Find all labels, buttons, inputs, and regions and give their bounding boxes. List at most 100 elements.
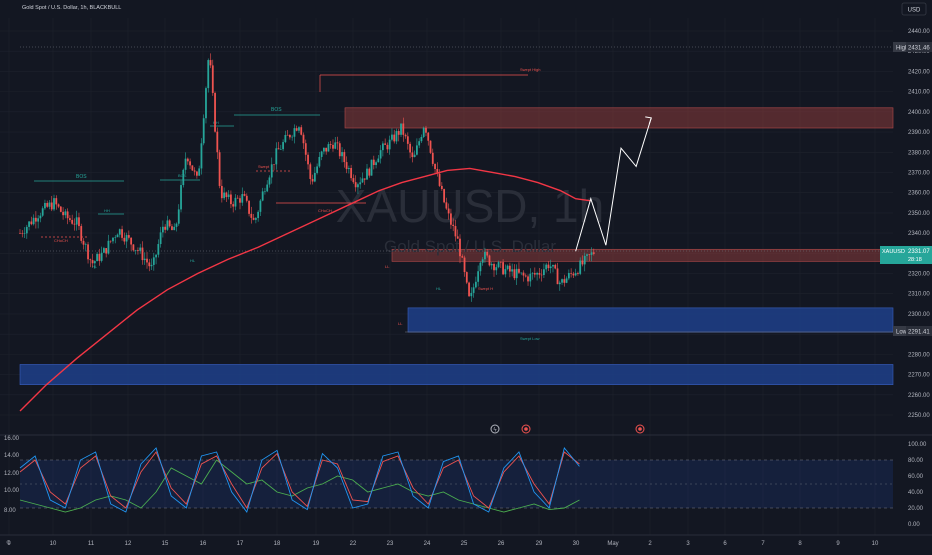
oscillator-pane — [19, 447, 893, 513]
candle-body — [311, 178, 314, 182]
candle-body — [438, 173, 441, 186]
candle-body — [304, 143, 307, 155]
candle-body — [581, 260, 584, 265]
candle-body — [25, 226, 28, 234]
price-tick-label: 2360.00 — [908, 191, 930, 197]
zones — [19, 107, 894, 385]
candle-body — [107, 240, 110, 254]
oscillator-green-line — [19, 459, 580, 513]
time-axis[interactable]: 9 10 11 12 15 16 17 18 19 22 23 24 25 26 29 30 May 2 3 6 7 8 9… — [7, 541, 879, 547]
timezone-icon[interactable]: ⊘ — [6, 540, 11, 546]
candle-body — [533, 273, 536, 275]
time-tick-label: 15 — [162, 541, 169, 547]
candle-body — [62, 211, 64, 216]
candle-body — [207, 60, 210, 89]
time-tick-label: 30 — [573, 541, 580, 547]
candle-body — [234, 197, 237, 207]
candle-body — [524, 275, 527, 277]
candle-body — [64, 211, 67, 216]
candle-body — [372, 159, 375, 166]
candle-body — [443, 189, 446, 203]
countdown-timer: 28:18 — [908, 257, 922, 263]
candle-body — [245, 195, 248, 201]
candle-body — [366, 168, 368, 180]
candle-body — [445, 202, 448, 209]
price-tick-label: 2250.00 — [908, 413, 930, 419]
candle-body — [518, 268, 520, 273]
candle-body — [572, 273, 575, 276]
oscillator-left-tick: 12.00 — [4, 471, 20, 477]
price-tick-label: 2300.00 — [908, 312, 930, 318]
candle-body — [529, 273, 532, 282]
projection-arrowhead — [645, 116, 652, 125]
candle-body — [586, 254, 588, 256]
candle-body — [44, 202, 46, 209]
time-tick-label: 16 — [200, 541, 207, 547]
candle-body — [55, 198, 58, 205]
candle-body — [227, 194, 230, 198]
oscillator-right-tick: 80.00 — [908, 458, 924, 464]
low-label-text: Low — [896, 330, 908, 336]
candle-body — [211, 65, 214, 93]
candle-body — [359, 182, 362, 185]
candle-body — [538, 272, 541, 275]
candle-body — [34, 217, 37, 222]
oscillator-right-tick: 20.00 — [908, 506, 924, 512]
candles — [19, 53, 595, 302]
candle-body — [209, 60, 212, 66]
price-tick-label: 2350.00 — [908, 211, 930, 217]
candle-body — [357, 184, 359, 188]
candle-body — [592, 252, 595, 254]
candle-body — [316, 166, 319, 173]
time-tick-label: 10 — [50, 541, 57, 547]
candle-body — [454, 226, 457, 237]
candle-body — [37, 218, 40, 222]
swept-low-label: Swept Low — [520, 336, 540, 341]
candle-body — [53, 198, 55, 210]
candle-body — [472, 287, 475, 293]
candle-body — [180, 185, 182, 210]
candle-body — [254, 218, 257, 220]
candle-body — [352, 178, 355, 183]
candle-body — [193, 170, 196, 172]
candle-body — [440, 185, 443, 190]
candle-body — [91, 260, 94, 264]
candle-body — [98, 253, 101, 261]
candle-body — [23, 233, 26, 234]
candle-body — [73, 223, 76, 225]
candle-body — [377, 158, 380, 163]
candle-body — [370, 159, 373, 176]
candle-body — [418, 141, 421, 146]
candle-body — [379, 150, 382, 159]
bos-label: BOS — [178, 173, 187, 178]
candle-body — [288, 134, 291, 138]
candle-body — [293, 128, 296, 137]
lightning-event-icon[interactable] — [490, 424, 500, 434]
candle-body — [588, 254, 591, 255]
svg-text:ϟ: ϟ — [493, 428, 497, 434]
candle-body — [463, 257, 466, 273]
oscillator-right-tick: 100.00 — [908, 442, 927, 448]
candle-body — [109, 240, 112, 242]
candle-body — [495, 267, 498, 271]
candle-body — [284, 134, 287, 143]
time-tick-label: 9 — [836, 541, 840, 547]
candle-body — [134, 250, 137, 251]
currency-button[interactable]: USD — [901, 2, 927, 16]
candle-body — [309, 164, 312, 179]
event-icons[interactable]: ϟ — [490, 424, 645, 434]
time-tick-label: 17 — [237, 541, 244, 547]
candle-body — [100, 252, 103, 261]
candle-body — [137, 250, 139, 251]
candle-body — [345, 162, 348, 170]
candle-body — [118, 229, 121, 235]
candle-body — [84, 244, 87, 245]
candle-body — [41, 208, 44, 216]
oscillator-left-tick: 16.00 — [4, 436, 20, 442]
candle-body — [114, 237, 117, 238]
candle-body — [436, 168, 439, 174]
candle-body — [261, 191, 264, 201]
candle-body — [497, 262, 500, 268]
